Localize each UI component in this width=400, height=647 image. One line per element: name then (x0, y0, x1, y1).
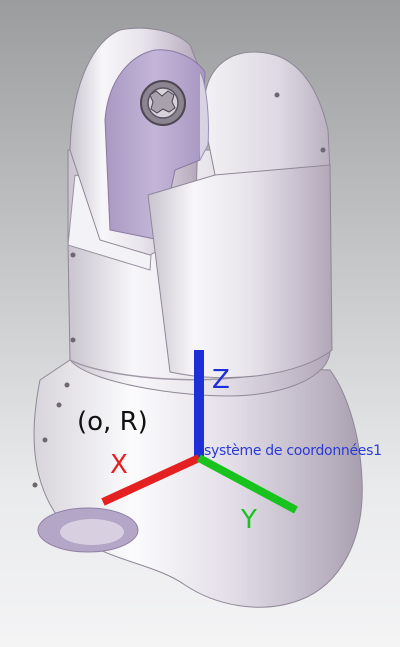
pivot-bolt (140, 80, 186, 126)
front-block (147, 164, 333, 379)
right-lug (204, 51, 331, 186)
coordinate-system[interactable] (101, 350, 298, 514)
axis-z-label: Z (212, 365, 230, 395)
coordinate-system-name[interactable]: système de coordonnées1 (204, 443, 382, 459)
origin-label: (o, R) (77, 407, 148, 437)
axis-y-label: Y (241, 505, 257, 535)
axis-y-line (197, 454, 298, 514)
axis-x-label: X (110, 450, 128, 480)
axis-x-line (101, 454, 201, 506)
